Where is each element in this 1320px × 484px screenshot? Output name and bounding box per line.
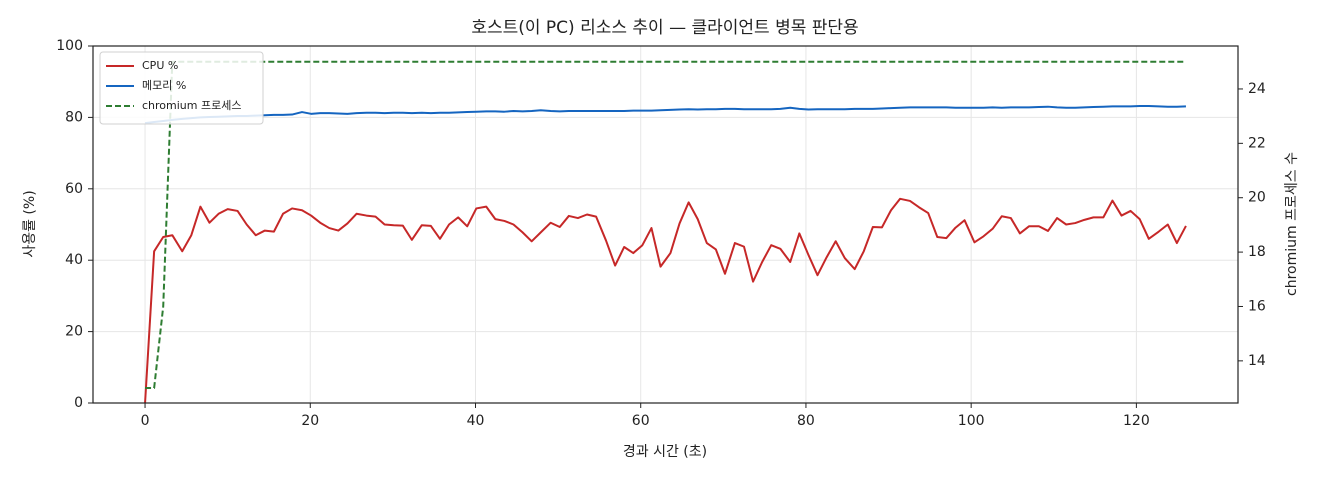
x-axis-label: 경과 시간 (초): [623, 444, 707, 460]
x-tick-label: 60: [632, 413, 650, 429]
y-tick-label: 20: [65, 324, 83, 340]
y2-axis-label: chromium 프로세스 수: [1284, 152, 1300, 296]
x-tick-label: 100: [958, 413, 985, 429]
chart-title: 호스트(이 PC) 리소스 추이 — 클라이언트 병목 판단용: [471, 18, 858, 38]
y-tick-label: 60: [65, 181, 83, 197]
x-tick-label: 20: [301, 413, 319, 429]
y2-tick-label: 24: [1248, 81, 1266, 97]
y2-tick-label: 18: [1248, 244, 1266, 260]
series-line: [144, 197, 1187, 404]
x-tick-label: 80: [797, 413, 815, 429]
legend-label: CPU %: [142, 59, 178, 72]
y2-tick-label: 22: [1248, 135, 1266, 151]
y-tick-label: 0: [74, 395, 83, 411]
legend-label: 메모리 %: [142, 79, 186, 92]
series-line: [144, 104, 1186, 125]
x-tick-label: 40: [467, 413, 485, 429]
y2-tick-label: 14: [1248, 353, 1266, 369]
legend: CPU % 메모리 % chromium 프로세스: [99, 51, 264, 125]
y2-tick-label: 20: [1248, 190, 1266, 206]
y2-tick-label: 16: [1248, 298, 1266, 314]
y-tick-label: 80: [65, 109, 83, 125]
y-axis-label: 사용률 (%): [22, 190, 38, 257]
x-tick-label: 0: [141, 413, 150, 429]
plot-area: [144, 60, 1187, 404]
y-tick-label: 40: [65, 252, 83, 268]
x-tick-label: 120: [1123, 413, 1150, 429]
legend-label: chromium 프로세스: [142, 99, 241, 112]
y-tick-label: 100: [56, 38, 83, 54]
series-line: [145, 60, 1186, 390]
legend-box: [99, 51, 264, 125]
plot-frame: [92, 45, 1239, 404]
